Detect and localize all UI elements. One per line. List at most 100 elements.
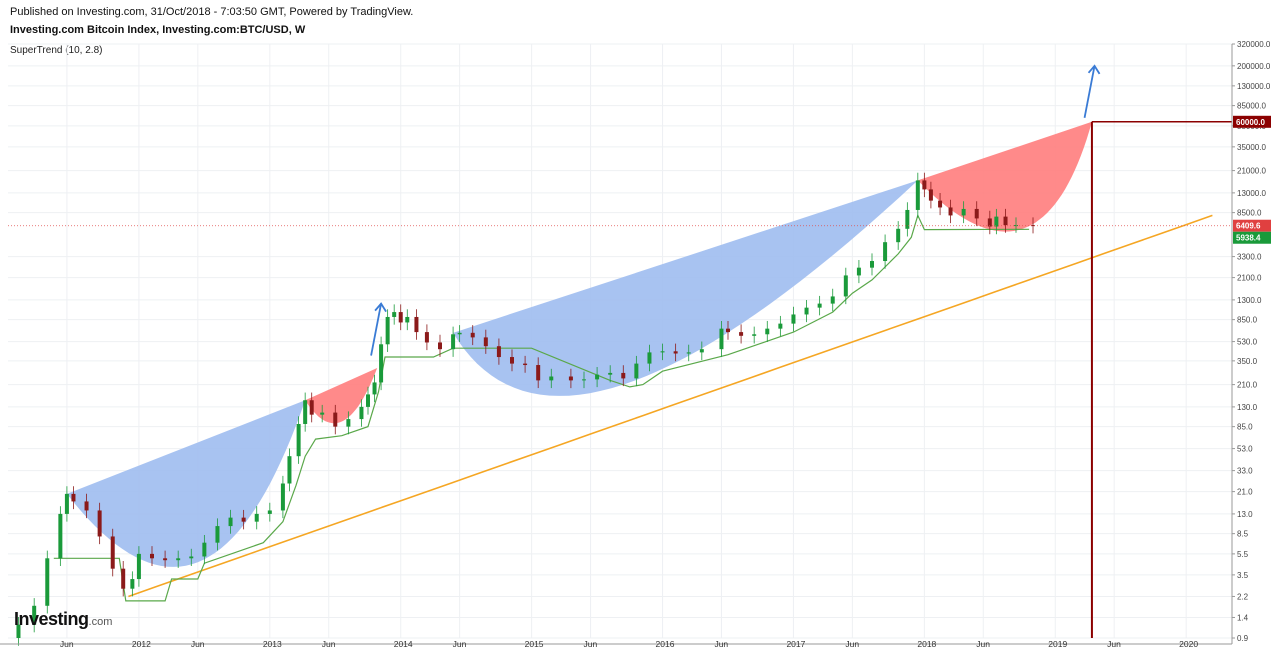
- x-tick-label: 2016: [656, 639, 675, 649]
- x-tick-label: Jun: [714, 639, 728, 649]
- candle-body: [359, 406, 364, 420]
- indicator-label[interactable]: SuperTrend (10, 2.8): [10, 45, 103, 56]
- candle-body: [333, 412, 338, 427]
- y-tick-label: 130.0: [1237, 403, 1258, 412]
- candle-body: [398, 312, 403, 323]
- candle-body: [414, 316, 419, 333]
- y-tick-label: 1300.0: [1237, 296, 1262, 305]
- y-tick-label: 210.0: [1237, 381, 1258, 390]
- candle-body: [536, 365, 541, 381]
- x-tick-label: Jun: [453, 639, 467, 649]
- candle-body: [451, 334, 456, 350]
- candle-body: [568, 376, 573, 381]
- red-cup-region: [305, 368, 378, 424]
- price-label: 5938.4: [1236, 234, 1261, 243]
- candle-body: [961, 208, 966, 216]
- y-tick-label: 2.2: [1237, 592, 1249, 601]
- candle-body: [1003, 216, 1008, 226]
- candle-body: [405, 316, 410, 323]
- red-cup-region: [917, 121, 1092, 232]
- candle-body: [189, 556, 194, 559]
- candle-body: [32, 605, 37, 625]
- blue-cup-region: [66, 400, 306, 567]
- candle-body: [150, 553, 154, 559]
- candle-body: [280, 483, 285, 511]
- y-tick-label: 530.0: [1237, 338, 1258, 347]
- candle-body: [130, 579, 135, 589]
- y-tick-label: 85000.0: [1237, 102, 1266, 111]
- x-tick-label: Jun: [584, 639, 598, 649]
- orange-trendline: [128, 214, 1213, 598]
- candle-body: [928, 189, 933, 201]
- blue-arrow: [370, 303, 382, 356]
- candle-body: [121, 568, 126, 589]
- candle-body: [804, 307, 809, 315]
- candle-body: [58, 513, 63, 559]
- candle-body: [1031, 225, 1036, 227]
- candle-body: [523, 363, 528, 366]
- candle-body: [974, 208, 979, 219]
- investing-logo[interactable]: Investing.com: [14, 609, 113, 629]
- candle-body: [510, 357, 514, 364]
- x-tick-label: Jun: [191, 639, 205, 649]
- candle-body: [215, 526, 220, 543]
- y-tick-label: 35000.0: [1237, 143, 1266, 152]
- y-tick-label: 0.9: [1237, 634, 1249, 643]
- blue-cup-region: [453, 180, 918, 396]
- candle-body: [673, 351, 678, 354]
- y-tick-label: 8.5: [1237, 530, 1249, 539]
- y-tick-label: 8500.0: [1237, 209, 1262, 218]
- candle-body: [483, 337, 488, 347]
- candle-body: [549, 376, 554, 381]
- y-tick-label: 13000.0: [1237, 189, 1266, 198]
- y-tick-label: 5.5: [1237, 550, 1249, 559]
- candle-body: [202, 542, 207, 557]
- y-tick-label: 3300.0: [1237, 253, 1262, 262]
- x-tick-label: Jun: [976, 639, 990, 649]
- candle-body: [64, 493, 69, 514]
- candle-body: [938, 200, 943, 208]
- x-tick-label: 2012: [132, 639, 151, 649]
- candle-body: [16, 624, 21, 638]
- price-label: 60000.0: [1236, 118, 1265, 127]
- candle-body: [883, 242, 888, 262]
- y-tick-label: 13.0: [1237, 510, 1253, 519]
- candle-body: [392, 312, 397, 317]
- y-tick-label: 850.0: [1237, 316, 1258, 325]
- y-tick-label: 320000.0: [1237, 40, 1271, 49]
- candle-body: [660, 351, 665, 353]
- candle-body: [136, 553, 141, 580]
- candle-body: [457, 332, 462, 335]
- price-label-box: [1233, 219, 1271, 232]
- candle-body: [582, 379, 586, 381]
- candle-body: [228, 517, 233, 527]
- candle-body: [719, 328, 724, 350]
- candle-body: [110, 536, 115, 569]
- candle-body: [372, 382, 377, 395]
- x-tick-label: 2015: [525, 639, 544, 649]
- candle-body: [287, 456, 292, 484]
- candle-body: [385, 316, 390, 345]
- candle-body: [163, 558, 168, 561]
- candle-body: [686, 352, 691, 354]
- candle-body: [843, 275, 848, 297]
- candle-body: [438, 342, 442, 350]
- candle-body: [739, 332, 744, 336]
- candle-body: [241, 517, 246, 522]
- candle-body: [948, 207, 953, 216]
- x-tick-label: Jun: [1107, 639, 1121, 649]
- x-tick-label: Jun: [60, 639, 74, 649]
- candle-body: [994, 216, 999, 227]
- x-tick-label: 2020: [1179, 639, 1198, 649]
- y-tick-label: 85.0: [1237, 423, 1253, 432]
- y-tick-label: 33.0: [1237, 467, 1253, 476]
- price-label-box: [1233, 231, 1271, 244]
- symbol-title: Investing.com Bitcoin Index, Investing.c…: [10, 24, 306, 36]
- candle-body: [765, 328, 770, 335]
- price-label: 6409.6: [1236, 222, 1261, 231]
- supertrend-line: [53, 213, 1030, 602]
- candle-body: [254, 513, 259, 522]
- candle-body: [817, 303, 822, 308]
- candle-body: [870, 261, 874, 268]
